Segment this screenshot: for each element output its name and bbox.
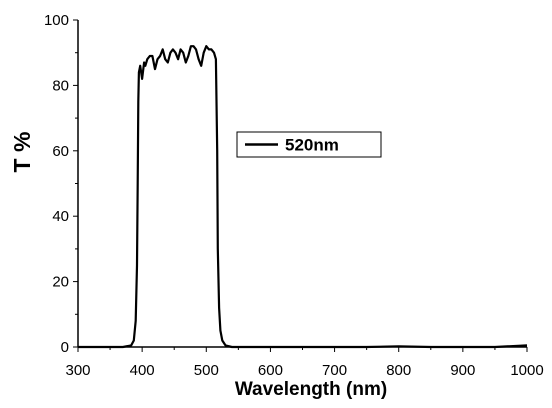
x-tick-label: 1000 [510,362,543,379]
x-tick-label: 700 [322,362,347,379]
x-tick-label: 900 [450,362,475,379]
x-tick-label: 300 [65,362,90,379]
x-tick-label: 800 [386,362,411,379]
legend-label: 520nm [285,136,339,155]
x-axis-title: Wavelength (nm) [235,379,387,400]
y-tick-label: 100 [44,12,69,29]
y-axis-ticks: 0 20 40 60 80 100 [44,12,78,356]
legend: 520nm [236,131,382,158]
series-line-520nm [78,45,528,349]
x-axis-ticks: 300 400 500 600 700 800 900 1000 [65,347,544,379]
y-tick-label: 0 [61,339,69,356]
y-tick-label: 40 [52,208,69,225]
x-tick-label: 400 [130,362,155,379]
y-tick-label: 20 [52,274,69,291]
x-tick-label: 600 [258,362,283,379]
y-tick-label: 60 [52,143,69,160]
x-tick-label: 500 [194,362,219,379]
y-axis-title: T % [9,132,35,173]
y-tick-label: 80 [52,77,69,94]
